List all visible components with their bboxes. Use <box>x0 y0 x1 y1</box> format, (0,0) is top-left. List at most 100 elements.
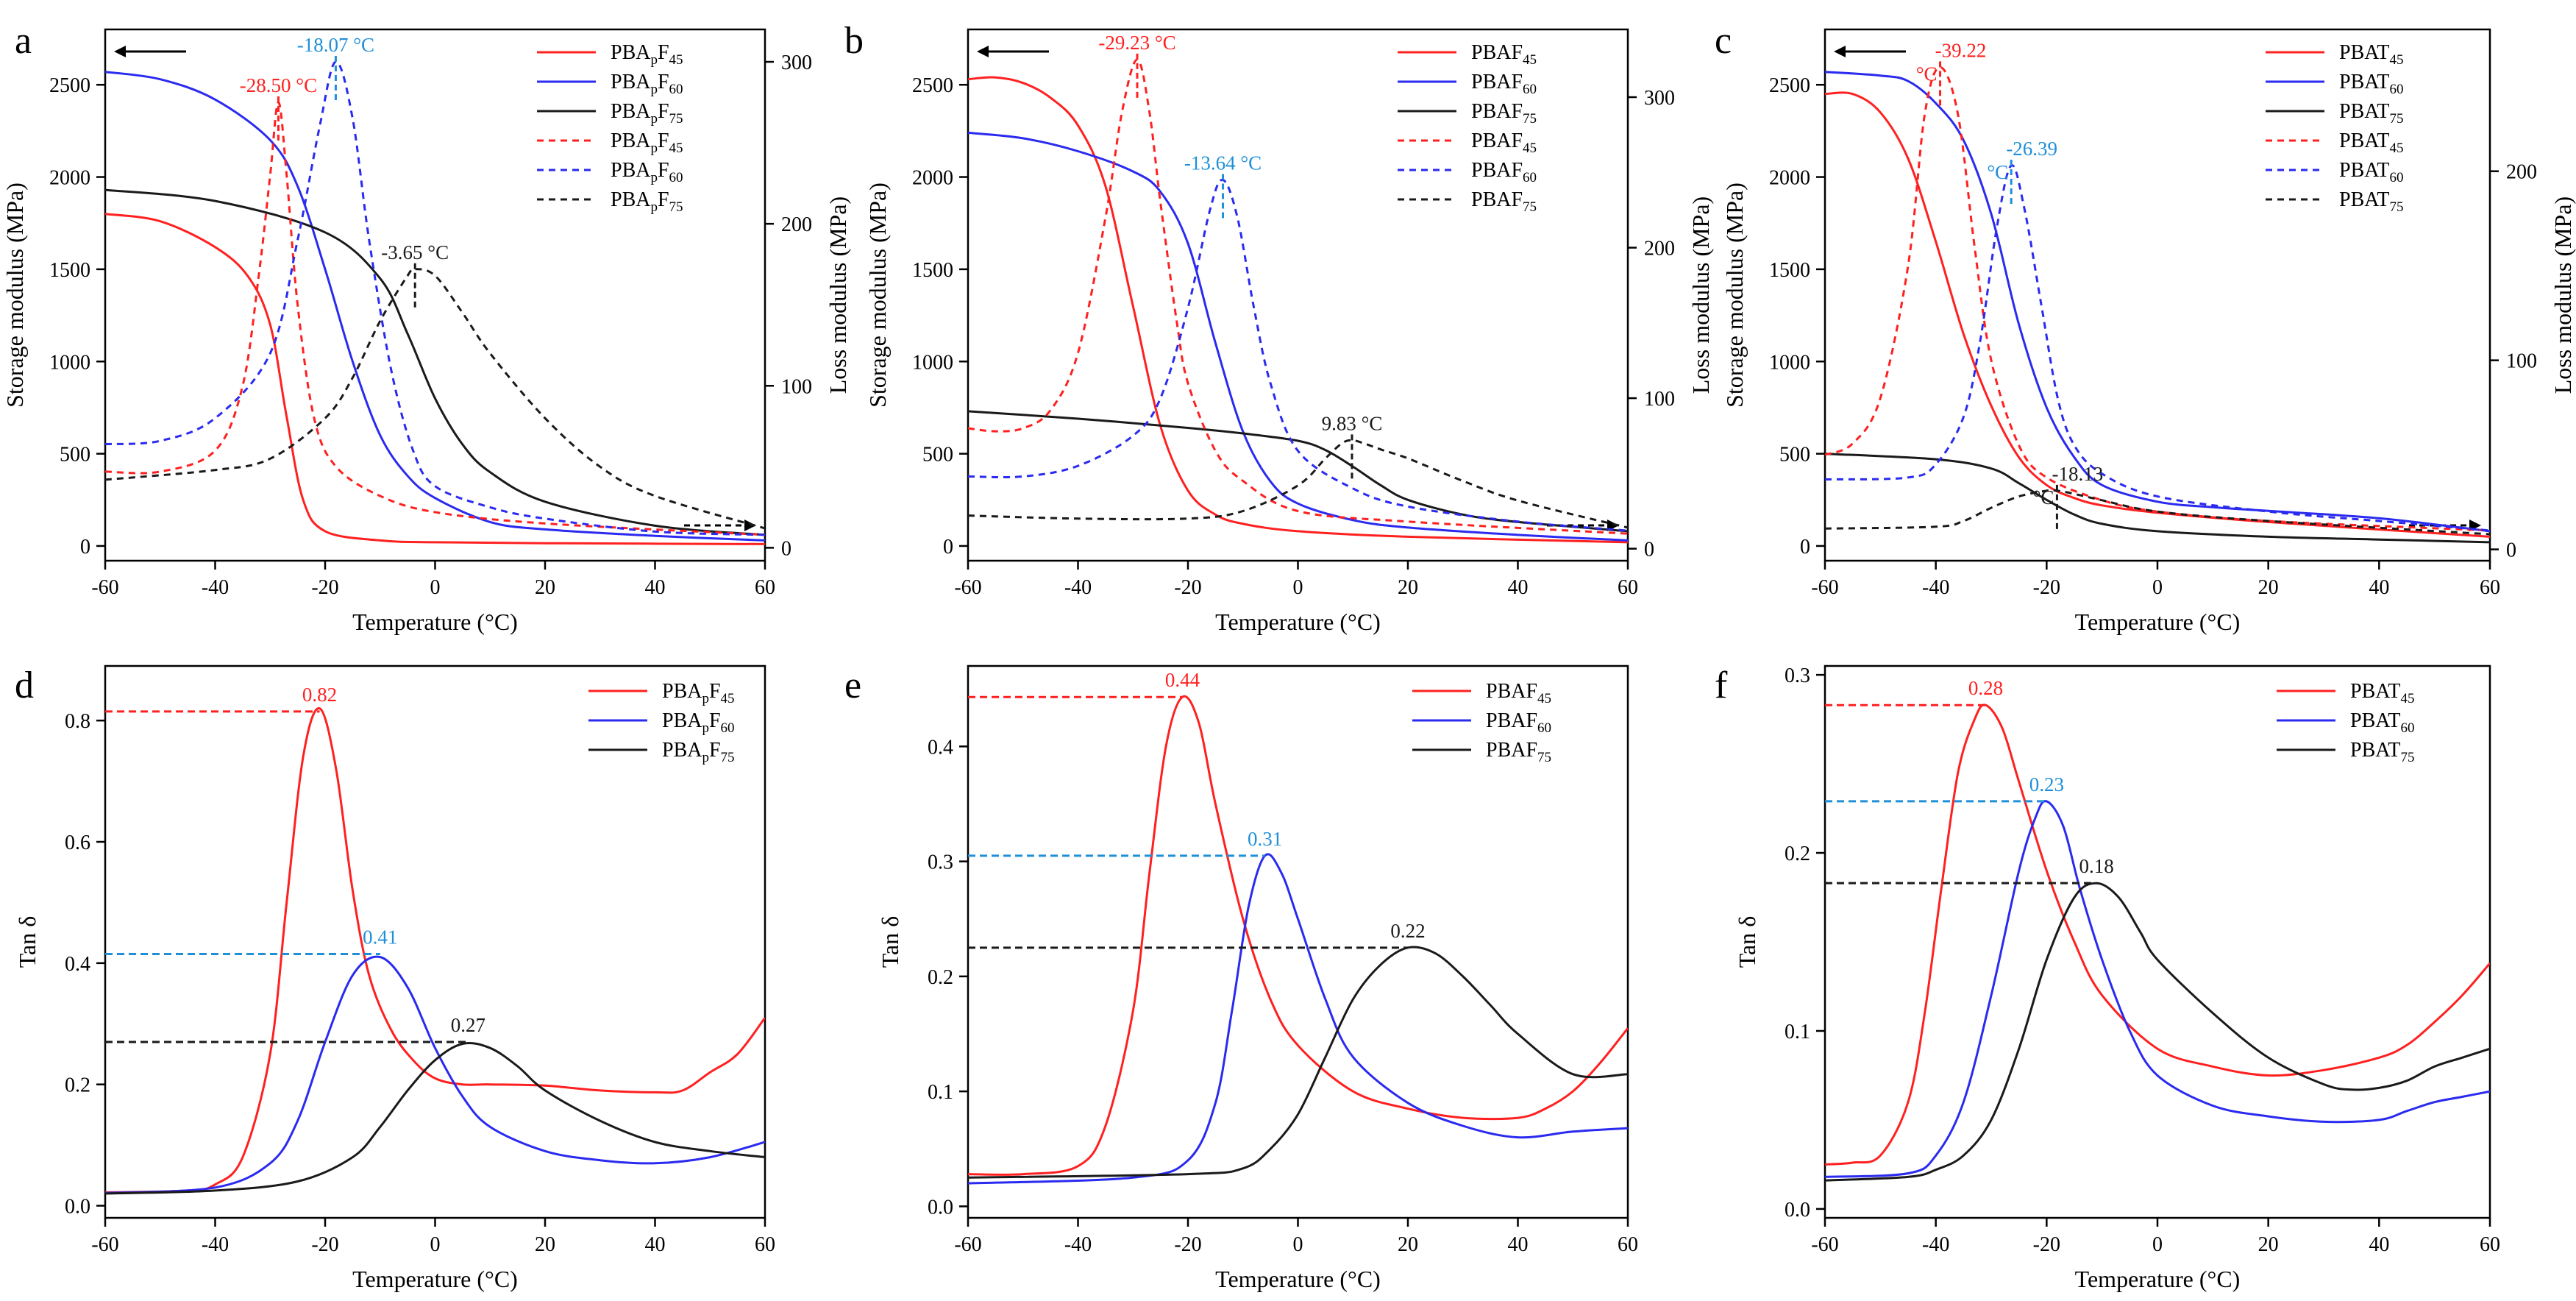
storage-modulus-series-75 <box>1825 453 2490 544</box>
peak-value-label: 0.41 <box>363 926 397 948</box>
tan-delta-series-60 <box>968 853 1628 1185</box>
peak-temperature-unit: °C <box>1987 161 2008 183</box>
legend-label-0: PBAF45 <box>1486 680 1551 706</box>
legend-label-5: PBApF75 <box>611 188 683 215</box>
y2-tick-label: 300 <box>1644 87 1675 110</box>
legend-label-3: PBAT45 <box>2339 130 2403 156</box>
y-tick-label: 2500 <box>912 74 953 97</box>
x-tick-label: -60 <box>91 576 118 599</box>
peak-temperature-label: -26.39 <box>2006 138 2057 160</box>
x-tick-label: 40 <box>645 1233 666 1256</box>
y-tick-label: 1000 <box>49 351 90 374</box>
x-tick-label: 40 <box>645 576 666 599</box>
x-tick-label: 40 <box>2369 1233 2389 1256</box>
x-tick-label: 60 <box>2480 1233 2500 1256</box>
legend-label-1: PBAF60 <box>1486 709 1551 736</box>
y-tick-label: 1500 <box>49 259 90 282</box>
peak-temperature-label: -18.07 °C <box>297 34 374 56</box>
loss-modulus-series-45 <box>968 58 1628 535</box>
y-axis-label: Storage modulus (MPa) <box>1 182 28 408</box>
y-tick-label: 2000 <box>1769 167 1810 190</box>
tan-delta-series-45 <box>968 695 1628 1176</box>
x-tick-label: 20 <box>1398 576 1418 599</box>
y2-axis-label: Loss modulus (MPa) <box>2550 196 2576 394</box>
x-tick-label: 20 <box>535 576 555 599</box>
x-tick-label: 60 <box>755 576 775 599</box>
storage-modulus-series-60 <box>105 71 765 542</box>
peak-value-label: 0.27 <box>451 1014 485 1036</box>
left-axis-arrowhead <box>977 46 989 57</box>
x-axis-label: Temperature (°C) <box>1215 1266 1381 1292</box>
y2-tick-label: 200 <box>1644 238 1675 260</box>
y-axis-label: Tan δ <box>877 916 903 968</box>
y-tick-label: 0.0 <box>1785 1199 1810 1222</box>
x-axis-label: Temperature (°C) <box>2075 609 2241 635</box>
peak-temperature-unit: °C <box>1916 63 1938 85</box>
plot-area <box>1825 703 2490 1182</box>
x-tick-label: -60 <box>954 576 981 599</box>
legend: PBAF45 PBAF60 PBAF75 <box>1412 680 1551 765</box>
x-axis-label: Temperature (°C) <box>352 609 518 635</box>
x-tick-label: -60 <box>954 1233 981 1256</box>
x-tick-label: -60 <box>1811 576 1838 599</box>
x-tick-label: -20 <box>1174 1233 1201 1256</box>
x-tick-label: 60 <box>1618 1233 1638 1256</box>
x-tick-label: 60 <box>2480 576 2500 599</box>
y-tick-label: 0.8 <box>65 710 90 733</box>
y-tick-label: 500 <box>60 444 90 467</box>
plot-area <box>1825 65 2490 544</box>
x-tick-label: -40 <box>202 576 229 599</box>
y-axis-label: Storage modulus (MPa) <box>1721 182 1748 408</box>
tan-delta-series-75 <box>1825 882 2490 1182</box>
loss-modulus-series-60 <box>1825 164 2490 532</box>
peak-temperature-unit: °C <box>2033 486 2054 508</box>
legend-label-1: PBAT60 <box>2339 71 2403 97</box>
x-tick-label: -60 <box>91 1233 118 1256</box>
x-tick-label: -40 <box>1064 1233 1092 1256</box>
y-tick-label: 0.4 <box>928 736 953 759</box>
x-tick-label: -20 <box>2033 1233 2060 1256</box>
legend-label-1: PBApF60 <box>611 71 683 97</box>
legend-label-4: PBAF60 <box>1471 159 1537 185</box>
tan-delta-series-75 <box>968 946 1628 1179</box>
legend-label-0: PBApF45 <box>611 41 683 68</box>
x-axis-label: Temperature (°C) <box>352 1266 518 1292</box>
x-axis-label: Temperature (°C) <box>2075 1266 2241 1292</box>
y-tick-label: 0.2 <box>928 966 953 989</box>
tan-delta-series-60 <box>105 955 765 1194</box>
y-tick-label: 2500 <box>49 74 90 97</box>
storage-modulus-series-45 <box>105 213 765 545</box>
plot-area <box>968 695 1628 1185</box>
storage-modulus-series-45 <box>1825 91 2490 538</box>
y-tick-label: 0.0 <box>65 1196 90 1219</box>
legend-label-1: PBApF60 <box>662 709 735 736</box>
x-axis-label: Temperature (°C) <box>1215 609 1381 635</box>
y-tick-label: 0 <box>943 536 953 559</box>
legend: PBAT45 PBAT60 PBAT75 PBAT45 PBAT60 PBAT75 <box>2266 41 2403 215</box>
panel-letter: b <box>844 20 864 62</box>
legend-label-2: PBAF75 <box>1486 739 1551 765</box>
x-tick-label: 60 <box>755 1233 775 1256</box>
legend-label-2: PBAT75 <box>2350 739 2414 765</box>
x-tick-label: 0 <box>430 576 441 599</box>
peak-value-label: 0.28 <box>1968 677 2003 699</box>
y2-tick-label: 0 <box>1644 539 1654 561</box>
y2-tick-label: 0 <box>781 537 791 560</box>
x-tick-label: -40 <box>1922 1233 1949 1256</box>
panel-letter: c <box>1715 20 1732 62</box>
plot-area <box>105 60 765 545</box>
y-tick-label: 1500 <box>912 259 953 282</box>
y-tick-label: 0.0 <box>928 1196 953 1219</box>
peak-value-label: 0.31 <box>1248 828 1282 850</box>
right-axis-arrowhead <box>744 520 756 531</box>
legend-label-2: PBAT75 <box>2339 100 2403 127</box>
y-tick-label: 0.3 <box>1785 664 1810 687</box>
x-tick-label: -20 <box>311 576 338 599</box>
x-tick-label: -60 <box>1811 1233 1838 1256</box>
x-tick-label: 20 <box>2258 576 2279 599</box>
storage-modulus-series-75 <box>968 410 1628 533</box>
peak-value-label: 0.23 <box>2029 773 2064 795</box>
storage-modulus-series-75 <box>105 188 765 536</box>
x-tick-label: -40 <box>1064 576 1092 599</box>
